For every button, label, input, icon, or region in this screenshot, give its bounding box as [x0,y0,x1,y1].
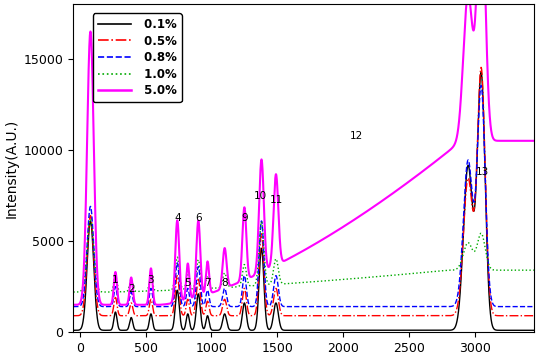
Text: 1: 1 [112,275,119,285]
Text: 9: 9 [241,213,247,223]
Text: 11: 11 [270,195,282,205]
Text: 4: 4 [174,213,181,223]
Text: 12: 12 [350,131,363,141]
Y-axis label: Intensity(A.U.): Intensity(A.U.) [4,118,18,218]
Text: 8: 8 [221,278,228,288]
Text: 13: 13 [476,167,489,177]
Text: 3: 3 [147,275,154,285]
Text: 2: 2 [128,284,134,294]
Text: 7: 7 [204,278,211,288]
Text: 6: 6 [195,213,202,223]
Legend:  0.1%,  0.5%,  0.8%,  1.0%,  5.0%: 0.1%, 0.5%, 0.8%, 1.0%, 5.0% [93,13,182,102]
Text: 10: 10 [253,191,267,201]
Text: 5: 5 [185,278,191,288]
